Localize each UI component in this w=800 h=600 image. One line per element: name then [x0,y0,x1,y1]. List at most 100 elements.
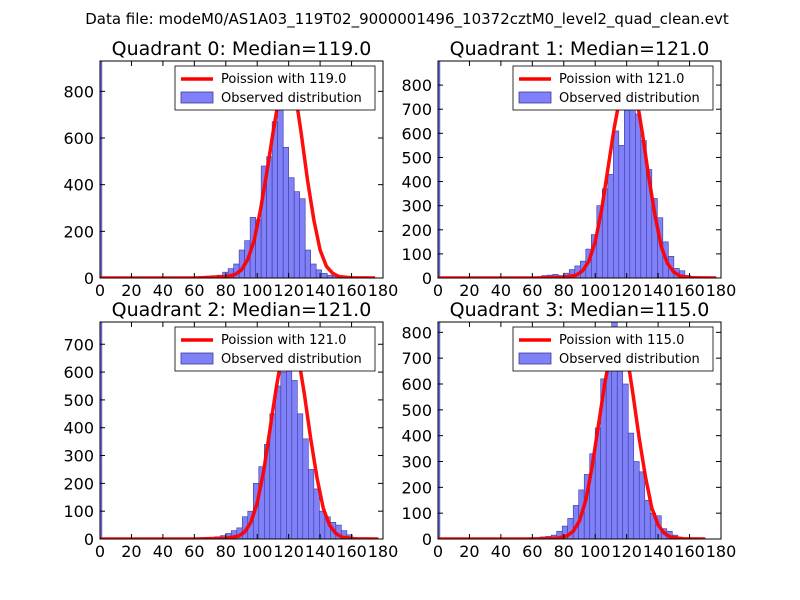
histogram-bar [635,113,642,278]
x-tick-label: 180 [706,281,737,300]
legend-bar-swatch [518,91,552,104]
x-tick-label: 20 [121,542,141,561]
axes-frame [99,60,384,279]
y-tick-label: 400 [401,427,432,446]
legend-entry-poisson: Poission with 115.0 [559,333,684,348]
y-tick-label: 700 [401,100,432,119]
legend: Poission with 119.0 Observed distribution [174,65,376,111]
x-tick-label: 160 [336,281,367,300]
histogram-bar [633,461,640,539]
x-tick-label: 0 [95,281,105,300]
histogram-bar [100,322,103,539]
y-tick-label: 200 [401,478,432,497]
legend-entry-poisson: Poission with 121.0 [221,333,346,348]
histogram-bar [618,145,625,278]
legend: Poission with 121.0 Observed distribution [512,65,714,111]
y-tick-label: 800 [401,76,432,95]
panel-title: Quadrant 0: Median=119.0 [112,38,372,60]
y-tick-label: 700 [63,335,94,354]
panel-title: Quadrant 3: Median=115.0 [450,299,710,321]
x-tick-label: 120 [611,542,642,561]
legend-entry-observed: Observed distribution [221,91,362,106]
y-tick-label: 700 [401,349,432,368]
histogram-bar [613,130,620,278]
x-tick-label: 160 [674,542,705,561]
histogram-bar [321,273,328,278]
x-tick-label: 60 [184,542,204,561]
histogram-bar [638,471,646,539]
x-tick-label: 180 [368,542,399,561]
histogram-bar [291,380,298,539]
axes-frame [437,60,722,279]
plot-content [100,322,379,539]
y-tick-label: 100 [401,504,432,523]
histogram-bar [308,469,315,539]
subplot-quadrant-2: 0 20 40 60 80 100 120 140 160 1800100200300400500… [63,299,398,561]
histogram-bar [310,263,317,278]
x-tick-label: 180 [368,281,399,300]
x-tick-label: 0 [433,542,443,561]
x-tick-label: 60 [522,542,542,561]
y-tick-label: 600 [63,129,94,148]
x-tick-label: 180 [706,542,737,561]
x-tick-label: 140 [305,281,336,300]
y-tick-label: 100 [63,502,94,521]
x-tick-label: 20 [459,542,479,561]
axes-frame [99,321,384,540]
x-tick-label: 40 [153,281,173,300]
histogram-bar [293,191,300,278]
x-tick-label: 140 [305,542,336,561]
x-tick-label: 80 [554,281,574,300]
y-tick-label: 300 [401,453,432,472]
y-tick-label: 500 [63,391,94,410]
y-tick-label: 400 [63,419,94,438]
histogram-bar [438,61,441,278]
x-tick-label: 100 [242,281,273,300]
histogram-bar [313,488,320,539]
y-tick-label: 0 [422,530,432,549]
y-tick-label: 400 [401,173,432,192]
panel-title: Quadrant 2: Median=121.0 [112,299,372,321]
legend-entry-observed: Observed distribution [221,352,362,367]
histogram-bar [299,198,306,278]
legend-bar-swatch [180,91,214,104]
legend: Poission with 115.0 Observed distribution [512,326,714,372]
x-tick-label: 100 [580,542,611,561]
histogram-bar [644,499,651,539]
x-tick-label: 120 [273,542,304,561]
y-tick-label: 500 [401,148,432,167]
histogram-bar [280,371,287,539]
x-tick-label: 80 [216,542,236,561]
y-tick-label: 800 [63,82,94,101]
histogram-bar [315,269,322,278]
legend-bar-swatch [518,352,552,365]
legend: Poission with 121.0 Observed distribution [174,326,376,372]
subplot-quadrant-3: 0 20 40 60 80 100 120 140 160 1800100200300400500… [401,299,736,561]
y-tick-label: 200 [401,221,432,240]
histogram-bar [629,101,636,278]
x-tick-label: 160 [336,542,367,561]
histogram-bar [607,174,614,278]
histogram-bar [275,385,282,539]
subplot-grid: 0 20 40 60 80 100 120 140 160 1800200400600800Qua… [63,38,736,561]
figure-suptitle: Data file: modeM0/AS1A03_119T02_90000014… [85,10,729,29]
y-tick-label: 0 [422,269,432,288]
histogram-bar [304,249,311,278]
histogram-bar [438,322,441,539]
x-tick-label: 80 [216,281,236,300]
legend-entry-observed: Observed distribution [559,91,700,106]
x-tick-label: 40 [491,281,511,300]
histogram-bar [100,61,103,278]
histogram-bar [297,413,304,539]
y-tick-label: 600 [401,124,432,143]
x-tick-label: 140 [643,281,674,300]
y-tick-label: 0 [84,269,94,288]
x-tick-label: 160 [674,281,705,300]
histogram-bar [288,177,295,278]
legend-entry-poisson: Poission with 121.0 [559,72,684,87]
x-tick-label: 100 [242,542,273,561]
y-tick-label: 800 [401,323,432,342]
x-tick-label: 60 [184,281,204,300]
y-tick-label: 500 [401,401,432,420]
